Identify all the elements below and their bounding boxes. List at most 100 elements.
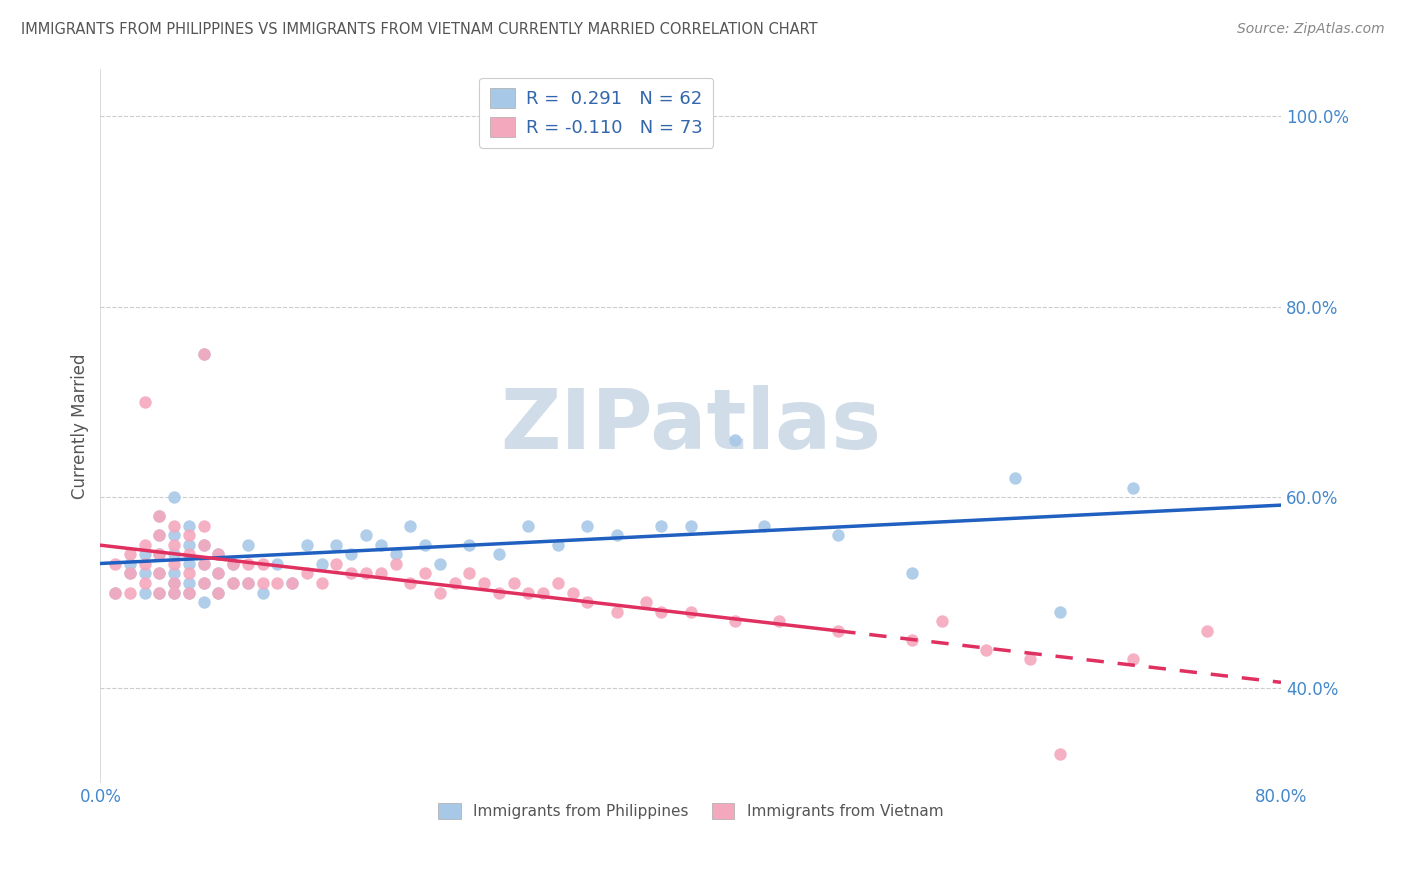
Text: IMMIGRANTS FROM PHILIPPINES VS IMMIGRANTS FROM VIETNAM CURRENTLY MARRIED CORRELA: IMMIGRANTS FROM PHILIPPINES VS IMMIGRANT… xyxy=(21,22,818,37)
Point xyxy=(193,518,215,533)
Point xyxy=(354,566,377,581)
Point xyxy=(827,528,849,542)
Point xyxy=(104,585,127,599)
Point xyxy=(236,538,259,552)
Point xyxy=(295,538,318,552)
Point xyxy=(104,585,127,599)
Point xyxy=(636,595,658,609)
Point xyxy=(311,576,333,591)
Point xyxy=(443,576,465,591)
Point xyxy=(236,576,259,591)
Point xyxy=(177,566,200,581)
Point xyxy=(531,585,554,599)
Point xyxy=(177,528,200,542)
Point xyxy=(679,518,702,533)
Point xyxy=(193,538,215,552)
Point xyxy=(207,566,229,581)
Point xyxy=(370,566,392,581)
Point xyxy=(134,395,156,409)
Point xyxy=(207,585,229,599)
Point xyxy=(134,576,156,591)
Point xyxy=(163,585,186,599)
Point xyxy=(118,548,141,562)
Point xyxy=(517,585,540,599)
Point xyxy=(488,585,510,599)
Point xyxy=(458,566,481,581)
Point xyxy=(413,566,436,581)
Point xyxy=(193,576,215,591)
Point xyxy=(134,566,156,581)
Point xyxy=(134,557,156,571)
Point xyxy=(193,557,215,571)
Point xyxy=(679,605,702,619)
Point xyxy=(177,518,200,533)
Point xyxy=(974,642,997,657)
Point xyxy=(148,548,170,562)
Point xyxy=(429,585,451,599)
Point xyxy=(177,585,200,599)
Point xyxy=(134,585,156,599)
Text: Source: ZipAtlas.com: Source: ZipAtlas.com xyxy=(1237,22,1385,37)
Point xyxy=(429,557,451,571)
Point xyxy=(399,576,422,591)
Point xyxy=(207,585,229,599)
Point xyxy=(148,509,170,524)
Point xyxy=(384,557,406,571)
Point xyxy=(236,557,259,571)
Point xyxy=(488,548,510,562)
Point xyxy=(311,557,333,571)
Point xyxy=(193,576,215,591)
Point xyxy=(384,548,406,562)
Point xyxy=(222,557,245,571)
Point xyxy=(177,585,200,599)
Point xyxy=(207,548,229,562)
Point xyxy=(1019,652,1042,666)
Point xyxy=(134,548,156,562)
Point xyxy=(458,538,481,552)
Point xyxy=(1122,481,1144,495)
Point xyxy=(1122,652,1144,666)
Point xyxy=(724,614,747,628)
Point xyxy=(193,347,215,361)
Point xyxy=(252,585,274,599)
Point xyxy=(207,548,229,562)
Point xyxy=(517,518,540,533)
Point xyxy=(325,538,347,552)
Point xyxy=(266,557,288,571)
Point xyxy=(177,538,200,552)
Point xyxy=(148,528,170,542)
Point xyxy=(354,528,377,542)
Point xyxy=(163,557,186,571)
Point xyxy=(340,566,363,581)
Point xyxy=(650,605,672,619)
Point xyxy=(576,595,599,609)
Point xyxy=(148,528,170,542)
Point xyxy=(193,557,215,571)
Point xyxy=(252,557,274,571)
Point xyxy=(222,576,245,591)
Point xyxy=(148,548,170,562)
Point xyxy=(547,538,569,552)
Point xyxy=(177,557,200,571)
Point xyxy=(163,576,186,591)
Point xyxy=(163,548,186,562)
Point xyxy=(547,576,569,591)
Point xyxy=(148,585,170,599)
Point xyxy=(827,624,849,638)
Point xyxy=(104,557,127,571)
Point xyxy=(1049,747,1071,762)
Point xyxy=(561,585,583,599)
Point xyxy=(163,566,186,581)
Point xyxy=(606,528,628,542)
Point xyxy=(901,566,924,581)
Point xyxy=(325,557,347,571)
Point xyxy=(148,509,170,524)
Point xyxy=(118,557,141,571)
Point xyxy=(207,566,229,581)
Point xyxy=(281,576,304,591)
Point xyxy=(163,585,186,599)
Point xyxy=(370,538,392,552)
Point xyxy=(252,576,274,591)
Point xyxy=(177,576,200,591)
Point xyxy=(222,557,245,571)
